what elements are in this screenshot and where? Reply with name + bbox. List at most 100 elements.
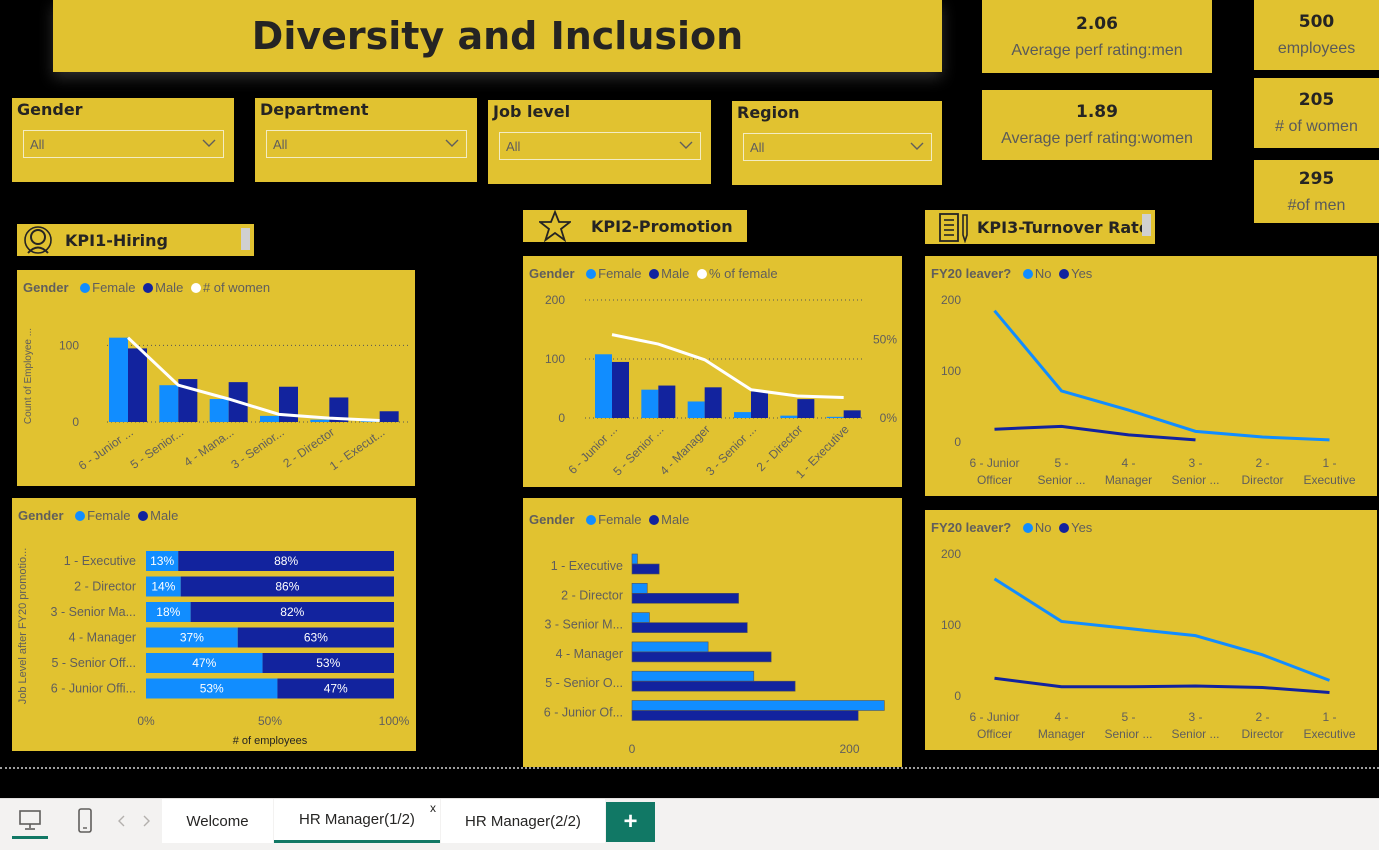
chevron-left-icon[interactable] — [112, 809, 130, 833]
legend-swatch — [1059, 523, 1070, 533]
x-tick-label: Manager — [1105, 473, 1152, 487]
bar-male — [329, 397, 349, 422]
x-tick-label: 1 - — [1322, 456, 1336, 470]
x-tick-label: Director — [1241, 727, 1283, 741]
bar-female — [631, 670, 755, 682]
x-tick-label: 100% — [379, 714, 410, 728]
mobile-view-icon[interactable] — [70, 803, 100, 839]
x-tick-label: Executive — [1303, 727, 1355, 741]
employees-by-level-chart[interactable]: Gender Female Male 1 - Executive 2 - Dire… — [523, 498, 902, 767]
y-tick-label: 6 - Junior Offi... — [51, 682, 136, 696]
bar-male — [631, 710, 859, 721]
x-tick-label: 6 - Junior — [969, 456, 1019, 470]
data-label-female: 53% — [200, 682, 224, 696]
bar-male — [658, 385, 676, 418]
y-tick-label: 200 — [941, 547, 961, 561]
x-tick-label: Officer — [977, 727, 1012, 741]
x-axis-label: # of employees — [233, 735, 308, 747]
tab-welcome[interactable]: Welcome — [162, 799, 273, 843]
chart-legend: FY20 leaver? No Yes — [931, 266, 1092, 281]
y-tick-label: 1 - Executive — [64, 554, 136, 568]
y2-tick-label: 0% — [880, 411, 898, 425]
page-boundary — [0, 767, 1379, 769]
bar-male — [180, 576, 394, 597]
data-label-male: 86% — [275, 580, 299, 594]
kpi-label: #of men — [1287, 196, 1346, 214]
bar-female — [146, 576, 181, 597]
chevron-down-icon — [445, 139, 459, 147]
page-tab-bar: Welcome HR Manager(1/2) x HR Manager(2/2… — [0, 798, 1379, 850]
chart-legend: Gender Female Male — [18, 508, 178, 523]
kpi-card-women[interactable]: 205 # of women — [1254, 78, 1379, 148]
close-icon[interactable]: x — [430, 801, 436, 815]
legend-item: Female — [92, 280, 136, 295]
data-label-female: 13% — [150, 554, 174, 568]
desktop-view-icon[interactable] — [12, 803, 48, 839]
bar-female — [595, 354, 612, 418]
slicer-department: Department All — [255, 98, 477, 182]
slicer-value: All — [506, 138, 521, 154]
legend-title: Gender — [18, 508, 64, 523]
legend-item: Male — [155, 280, 184, 295]
y-tick-label: 3 - Senior Ma... — [51, 605, 136, 619]
data-label-male: 82% — [280, 605, 304, 619]
slicer-title: Gender — [17, 100, 83, 119]
kpi-card-avg-women[interactable]: 1.89 Average perf rating:women — [982, 90, 1212, 160]
visual-grip[interactable] — [1142, 214, 1151, 236]
kpi-card-employees[interactable]: 500 employees — [1254, 0, 1379, 70]
kpi-card-men[interactable]: 295 #of men — [1254, 160, 1379, 223]
bar-female — [631, 583, 648, 594]
tab-hr-manager-1[interactable]: HR Manager(1/2) x — [274, 799, 440, 843]
promotion-chart[interactable]: Gender Female Male % of female 0 100 200 0%… — [523, 256, 902, 487]
legend-swatch — [1022, 523, 1033, 533]
legend-swatch — [1059, 269, 1070, 279]
bar-male — [631, 593, 739, 604]
visual-grip[interactable] — [241, 228, 250, 250]
x-tick-label: 0 — [629, 742, 636, 756]
kpi-card-avg-men[interactable]: 2.06 Average perf rating:men — [982, 0, 1212, 73]
x-tick-label: 6 - Junior — [969, 710, 1019, 724]
legend-item: Male — [661, 266, 690, 281]
slicer-gender: Gender All — [12, 98, 234, 182]
turnover-chart-2[interactable]: FY20 leaver? No Yes 0 100 200 6 - Junior Off… — [925, 510, 1377, 750]
chart-legend: Gender Female Male — [529, 512, 689, 527]
tab-label: HR Manager(1/2) — [299, 811, 415, 828]
hiring-chart-svg: 0 100 Count of Employee ... 6 - Junior ...5… — [23, 328, 409, 473]
plus-icon: + — [623, 808, 638, 835]
y-tick-label: 0 — [558, 411, 565, 425]
bar-female — [260, 415, 279, 422]
bar-male — [631, 651, 772, 663]
bar-male — [843, 410, 861, 418]
slicer-dropdown[interactable]: All — [23, 130, 224, 158]
x-tick-label: 1 - Execut... — [327, 425, 387, 473]
slicer-value: All — [750, 139, 765, 155]
legend-item: Yes — [1071, 520, 1093, 535]
y-tick-label: 0 — [954, 435, 961, 449]
data-label-female: 18% — [156, 605, 180, 619]
legend-title: FY20 leaver? — [931, 520, 1012, 535]
slicer-dropdown[interactable]: All — [743, 133, 932, 161]
bar-female — [631, 553, 638, 565]
bar-female — [146, 551, 179, 571]
y-tick-label: 0 — [954, 689, 961, 703]
slicer-dropdown[interactable]: All — [499, 132, 701, 160]
turnover-chart-1[interactable]: FY20 leaver? No Yes 0 100 200 6 - Junior Off… — [925, 256, 1377, 496]
y-tick-label: 100 — [545, 352, 565, 366]
y-tick-label: 200 — [941, 293, 961, 307]
legend-swatch — [649, 515, 660, 525]
slicer-dropdown[interactable]: All — [266, 130, 467, 158]
bar-male — [279, 386, 298, 422]
bar-male — [277, 678, 394, 699]
legend-swatch — [75, 511, 86, 521]
x-tick-label: Senior ... — [1037, 473, 1085, 487]
y-tick-label: 100 — [941, 364, 961, 378]
kpi1-header: KPI1-Hiring — [17, 224, 254, 256]
slicer-title: Region — [737, 103, 800, 122]
chevron-right-icon[interactable] — [138, 809, 156, 833]
tab-hr-manager-2[interactable]: HR Manager(2/2) — [441, 799, 605, 843]
promotion-share-chart[interactable]: Gender Female Male Job Level after FY20 … — [12, 498, 416, 751]
add-page-button[interactable]: + — [606, 802, 655, 842]
chart-legend: FY20 leaver? No Yes — [931, 520, 1092, 535]
hiring-chart[interactable]: Gender Female Male # of women 0 100 Count … — [17, 270, 415, 486]
